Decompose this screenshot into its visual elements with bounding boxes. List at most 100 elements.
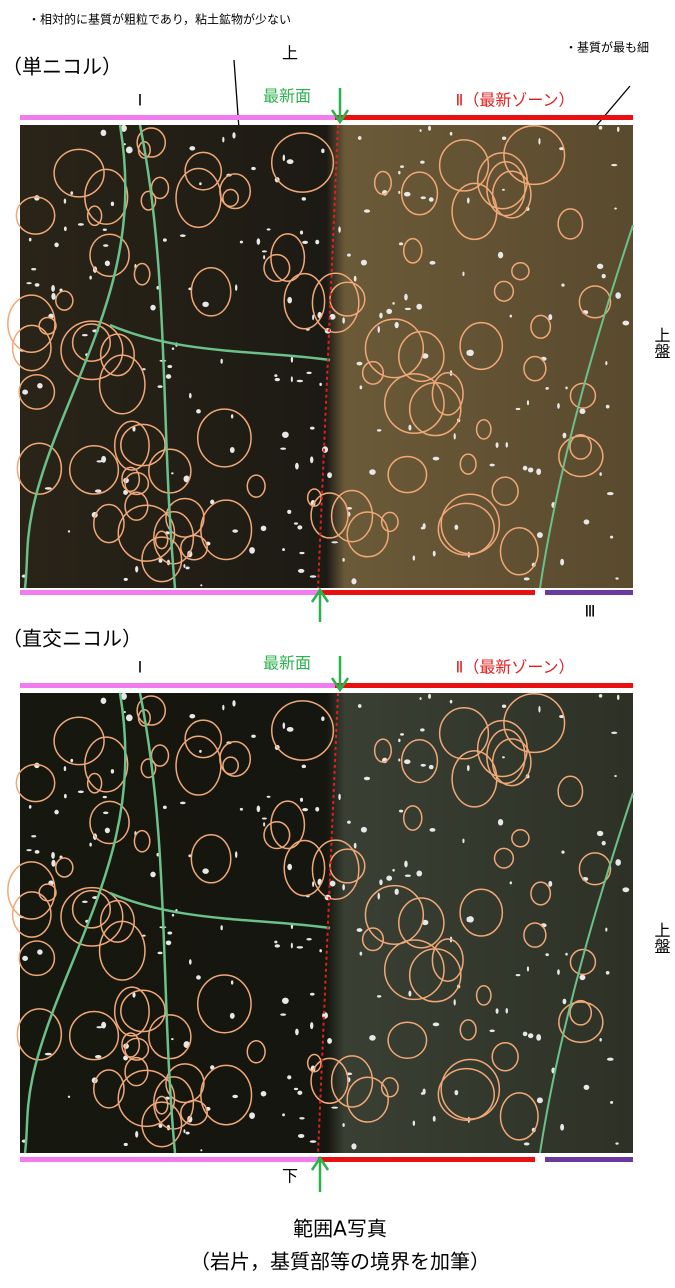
grain-outline [319,949,322,952]
grain-outline [196,975,201,979]
grain-outline [283,155,286,162]
grain-outline [95,1055,101,1058]
grain-outline [230,447,235,453]
grain-outline [510,315,512,318]
grain-outline [262,818,267,820]
grain-outline [450,132,453,136]
grain-outline [45,1053,52,1056]
grain-outline [506,442,508,448]
grain-outline [342,317,345,323]
grain-outline [599,126,603,130]
grain-outline [310,575,317,578]
zone-bar [545,590,633,595]
grain-outline [579,975,585,981]
grain-outline [103,796,107,798]
grain-outline [354,276,357,282]
grain-outline [310,456,313,463]
zone-bar [20,590,318,595]
grain-outline [413,1121,415,1126]
zone-label: Ⅲ [584,602,595,621]
grain-outline [251,735,256,738]
grain-outline [70,191,73,195]
grain-outline [614,775,617,777]
grain-outline [183,1129,185,1133]
grain-outline [496,1008,499,1014]
grain-outline [202,302,209,307]
grain-outline [524,1142,530,1145]
grain-outline [78,790,84,793]
grain-outline [124,578,128,581]
grain-outline [377,995,381,997]
grain-outline [166,940,171,945]
grain-outline [103,811,108,814]
grain-outline [51,852,55,859]
grain-outline [399,242,403,245]
grain-outline [171,472,174,474]
grain-outline [95,489,101,492]
grain-outline [386,876,392,881]
grain-outline [357,362,363,366]
grain-outline [283,722,286,729]
grain-outline [180,234,186,237]
grain-outline [342,558,344,562]
grain-outline [306,372,311,374]
grain-outline [263,255,265,259]
panel-title: （単ニコル） [2,55,122,79]
grain-outline [282,1113,285,1116]
note: ・相対的に基質が粗粒であり，粘土鉱物が少ない [28,12,291,27]
grain-outline [433,1116,436,1122]
grain-outline [199,182,202,185]
grain-outline [398,739,400,743]
grain-outline [310,993,315,996]
grain-outline [351,1143,356,1149]
grain-outline [605,361,607,365]
direction-label: 上 [282,44,298,63]
grain-outline [599,1038,601,1042]
grain-outline [361,260,367,266]
grain-outline [557,969,560,975]
grain-outline [287,297,292,304]
grain-outline [347,821,351,824]
grain-outline [54,810,58,815]
grain-outline [429,765,434,769]
grain-outline [89,276,92,280]
grain-outline [101,698,107,704]
grain-outline [408,991,411,997]
grain-outline [420,161,424,164]
grain-outline [220,925,222,930]
grain-outline [360,385,363,389]
grain-outline [280,447,286,449]
zone-label: Ⅱ（最新ゾーン） [455,658,574,677]
zone-label: Ⅰ [138,658,143,677]
zone-label: Ⅱ（最新ゾーン） [455,91,574,110]
grain-outline [275,944,280,947]
grain-outline [462,839,464,843]
grain-outline [70,759,73,763]
grain-outline [302,197,306,201]
grain-outline [342,1123,344,1127]
grain-outline [599,694,603,698]
grain-outline [584,519,590,524]
grain-outline [369,469,376,475]
grain-outline [232,700,235,706]
grain-outline [557,403,560,409]
arrow [312,1158,328,1192]
grain-outline [315,240,319,245]
grain-outline [31,268,36,270]
grain-outline [421,1092,424,1095]
grain-outline [527,400,529,405]
caption: 範囲A写真 [293,1217,387,1241]
grain-outline [275,378,280,381]
grain-outline [421,527,424,530]
grain-outline [158,952,163,955]
grain-outline [163,806,167,809]
grain-outline [408,425,411,431]
grain-outline [395,889,399,895]
grain-outline [527,966,529,971]
grain-outline [467,350,474,356]
grain-outline [467,197,470,203]
grain-outline [111,769,114,773]
grain-outline [502,137,506,140]
grain-outline [274,941,277,944]
grain-outline [172,347,174,350]
